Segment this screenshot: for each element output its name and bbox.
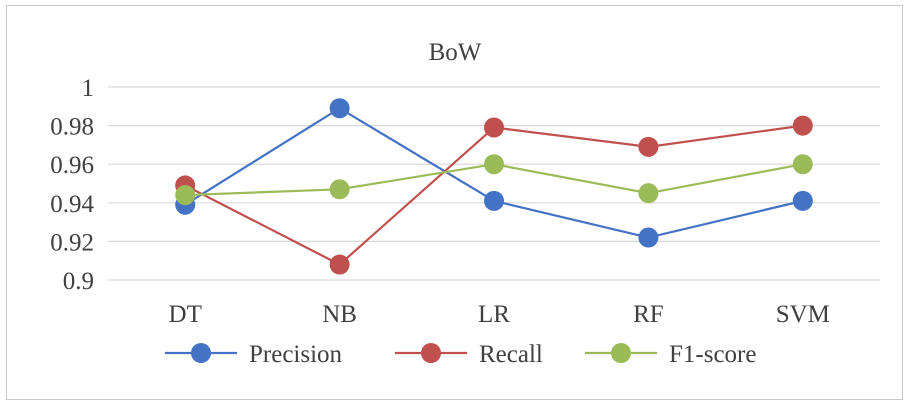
data-point bbox=[792, 154, 813, 175]
x-tick-label: RF bbox=[633, 301, 664, 328]
y-tick-label: 0.92 bbox=[50, 229, 94, 256]
x-tick-label: LR bbox=[478, 301, 510, 328]
legend-label: Precision bbox=[249, 341, 343, 368]
legend-label: Recall bbox=[479, 341, 543, 368]
series-f1-score bbox=[175, 154, 813, 206]
series-lines bbox=[175, 98, 813, 275]
y-tick-label: 0.94 bbox=[50, 191, 94, 218]
data-point bbox=[638, 136, 659, 157]
series-precision bbox=[175, 98, 813, 248]
legend-item: Recall bbox=[395, 341, 543, 368]
data-point bbox=[638, 227, 659, 248]
x-tick-label: SVM bbox=[776, 301, 830, 328]
legend-marker bbox=[611, 343, 631, 363]
y-axis-ticks: 0.9 0.92 0.94 0.96 0.98 1 bbox=[50, 75, 94, 295]
data-point bbox=[484, 117, 504, 138]
data-point bbox=[484, 190, 504, 211]
y-tick-label: 0.96 bbox=[50, 152, 94, 179]
data-point bbox=[329, 179, 350, 200]
y-tick-label: 1 bbox=[82, 75, 95, 102]
chart-title: BoW bbox=[429, 39, 482, 66]
legend-marker bbox=[191, 343, 211, 363]
data-point bbox=[792, 115, 813, 136]
gridlines bbox=[108, 86, 880, 281]
data-point bbox=[792, 190, 813, 211]
y-tick-label: 0.9 bbox=[63, 268, 94, 295]
data-point bbox=[638, 183, 659, 204]
x-tick-label: DT bbox=[169, 301, 202, 328]
legend-label: F1-score bbox=[669, 341, 756, 368]
x-axis-ticks: DT NB LR RF SVM bbox=[169, 301, 830, 328]
legend-item: F1-score bbox=[585, 341, 756, 368]
data-point bbox=[175, 185, 196, 206]
x-tick-label: NB bbox=[322, 301, 357, 328]
legend: Precision Recall F1-score bbox=[165, 341, 756, 368]
legend-item: Precision bbox=[165, 341, 343, 368]
legend-marker bbox=[421, 343, 441, 363]
y-tick-label: 0.98 bbox=[50, 114, 94, 141]
data-point bbox=[329, 98, 350, 119]
data-point bbox=[329, 254, 350, 275]
data-point bbox=[484, 154, 504, 175]
